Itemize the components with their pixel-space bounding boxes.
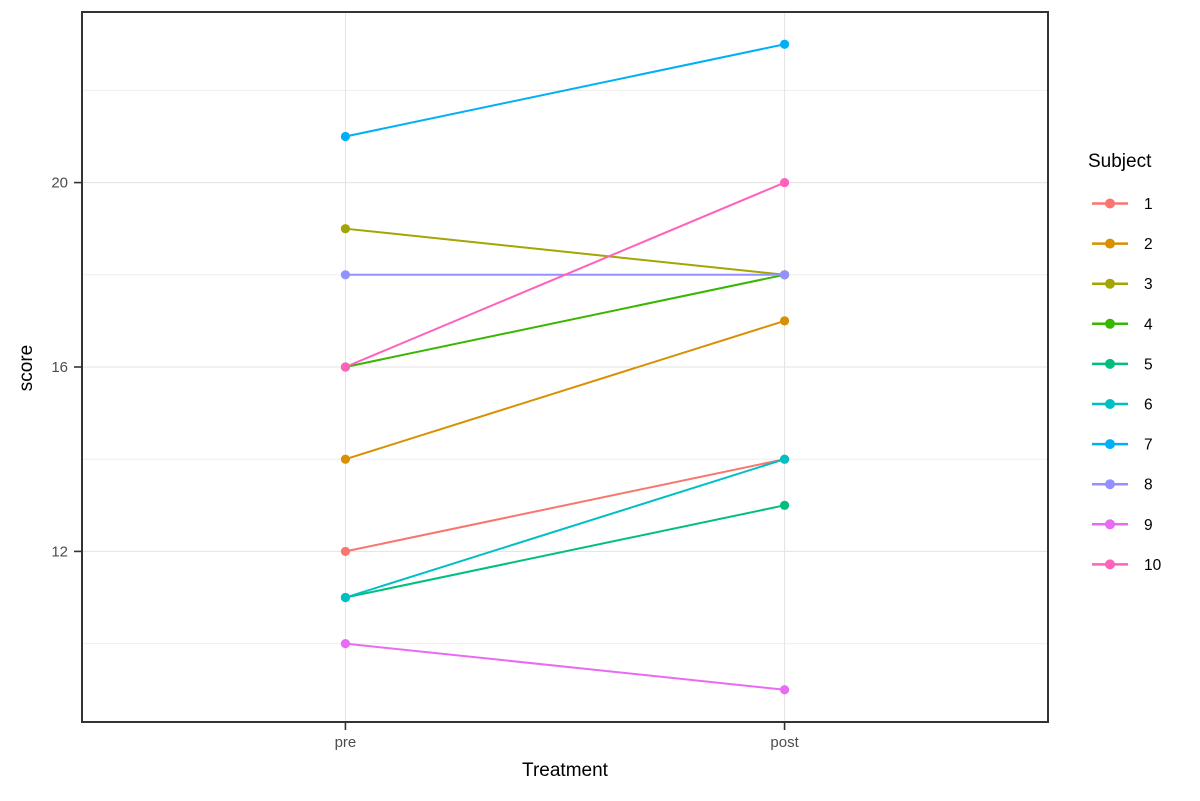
- series-line-7: [345, 43, 785, 138]
- legend-title: Subject: [1088, 151, 1152, 172]
- series-line-10: [345, 181, 785, 368]
- series-point-7-pre: [340, 131, 351, 142]
- legend-key-point-9: [1105, 519, 1115, 530]
- x-tick-label: post: [770, 734, 799, 751]
- series-point-10-pre: [340, 362, 351, 372]
- y-tick-label: 20: [51, 175, 68, 192]
- series-point-5-post: [779, 500, 790, 510]
- series-point-2-pre: [340, 454, 351, 464]
- series-point-1-pre: [340, 546, 351, 557]
- legend-item-label-8: 8: [1144, 477, 1153, 494]
- legend-key-point-6: [1105, 399, 1115, 409]
- legend-key-point-5: [1105, 358, 1115, 369]
- series-line-4: [345, 273, 785, 368]
- y-tick-label: 12: [51, 543, 68, 560]
- series-point-8-pre: [340, 270, 351, 280]
- series-point-9-pre: [340, 639, 351, 649]
- series-point-6-post: [779, 454, 790, 464]
- series-line-3: [345, 227, 785, 276]
- x-axis-title: Treatment: [522, 760, 608, 781]
- series-line-9: [345, 642, 785, 691]
- legend-item-label-4: 4: [1144, 316, 1153, 333]
- series-line-6: [345, 458, 785, 599]
- legend-key-point-1: [1105, 198, 1115, 209]
- legend-key-point-10: [1105, 559, 1115, 570]
- legend-item-label-6: 6: [1144, 397, 1153, 414]
- series-point-10-post: [779, 177, 790, 188]
- series-point-9-post: [779, 685, 790, 695]
- y-axis-title: score: [16, 344, 37, 392]
- legend-item-label-2: 2: [1144, 236, 1153, 253]
- y-tick-label: 16: [51, 359, 68, 376]
- legend-item-label-7: 7: [1144, 437, 1153, 454]
- legend-item-label-5: 5: [1144, 356, 1153, 373]
- series-point-3-pre: [340, 224, 351, 234]
- series-line-5: [345, 504, 785, 599]
- x-tick-label: pre: [335, 734, 357, 751]
- series-point-2-post: [779, 316, 790, 326]
- legend-item-label-10: 10: [1144, 557, 1162, 574]
- legend-key-point-8: [1105, 479, 1115, 490]
- series-line-1: [345, 458, 785, 553]
- legend-item-label-1: 1: [1144, 196, 1153, 213]
- legend-key-point-4: [1105, 318, 1115, 329]
- series-point-8-post: [779, 270, 790, 280]
- legend-key-point-3: [1105, 278, 1115, 289]
- series-point-7-post: [779, 39, 790, 49]
- series-point-6-pre: [340, 592, 351, 603]
- legend-key-point-7: [1105, 439, 1115, 450]
- legend-item-label-3: 3: [1144, 276, 1153, 293]
- series-line-2: [345, 319, 785, 461]
- legend-key-point-2: [1105, 238, 1115, 249]
- legend-item-label-9: 9: [1144, 517, 1153, 534]
